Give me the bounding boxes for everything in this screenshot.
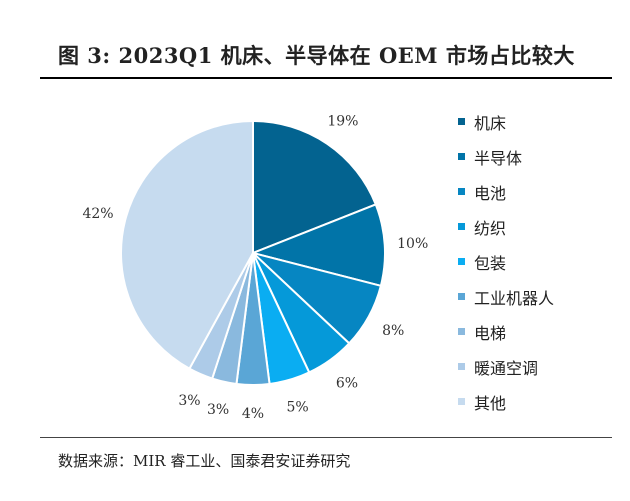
pie-label-3: 8% xyxy=(382,323,404,339)
pie-label-4: 6% xyxy=(336,375,358,391)
pie-label-5: 5% xyxy=(286,400,308,416)
pie-label-7: 3% xyxy=(207,402,229,418)
legend-swatch-icon xyxy=(458,363,465,370)
pie-slice-9 xyxy=(120,119,254,371)
pie-labels: 19% 10% 8% 6% 5% 4% 3% 3% 42% xyxy=(82,114,428,422)
legend-label: 包装 xyxy=(474,253,507,273)
legend-item-4: 纺织 xyxy=(458,209,554,244)
chart-title: 图 3: 2023Q1 机床、半导体在 OEM 市场占比较大 xyxy=(58,43,575,68)
source-note: 数据来源：MIR 睿工业、国泰君安证券研究 xyxy=(58,452,351,470)
pie-label-1: 19% xyxy=(327,114,358,130)
legend-item-8: 暖通空调 xyxy=(458,349,554,384)
pie-label-8: 3% xyxy=(178,393,200,409)
legend-item-2: 半导体 xyxy=(458,139,554,174)
legend-label: 机床 xyxy=(474,113,507,133)
legend-swatch-icon xyxy=(458,118,465,125)
source-rule xyxy=(40,437,612,438)
legend-item-5: 包装 xyxy=(458,244,554,279)
legend-item-3: 电池 xyxy=(458,174,554,209)
title-rule xyxy=(40,77,612,79)
pie-label-9: 42% xyxy=(82,206,113,222)
legend-label: 半导体 xyxy=(474,148,523,168)
legend-item-7: 电梯 xyxy=(458,314,554,349)
legend-label: 电梯 xyxy=(474,323,507,343)
legend-swatch-icon xyxy=(458,328,465,335)
pie-label-6: 4% xyxy=(242,406,264,422)
legend-item-1: 机床 xyxy=(458,104,554,139)
legend-swatch-icon xyxy=(458,398,465,405)
legend-swatch-icon xyxy=(458,223,465,230)
legend-swatch-icon xyxy=(458,188,465,195)
legend-swatch-icon xyxy=(458,153,465,160)
legend-item-9: 其他 xyxy=(458,384,554,419)
legend-label: 其他 xyxy=(474,393,507,413)
legend-label: 暖通空调 xyxy=(474,358,539,378)
legend-swatch-icon xyxy=(458,293,465,300)
legend-label: 电池 xyxy=(474,183,507,203)
pie-slice-2 xyxy=(249,203,386,288)
legend-item-6: 工业机器人 xyxy=(458,279,554,314)
legend: 机床半导体电池纺织包装工业机器人电梯暖通空调其他 xyxy=(458,104,554,419)
pie-slice-1 xyxy=(252,119,378,255)
pie-label-2: 10% xyxy=(397,236,428,252)
pie-slices xyxy=(120,119,386,386)
legend-label: 工业机器人 xyxy=(474,288,555,308)
legend-label: 纺织 xyxy=(474,218,507,238)
legend-swatch-icon xyxy=(458,258,465,265)
